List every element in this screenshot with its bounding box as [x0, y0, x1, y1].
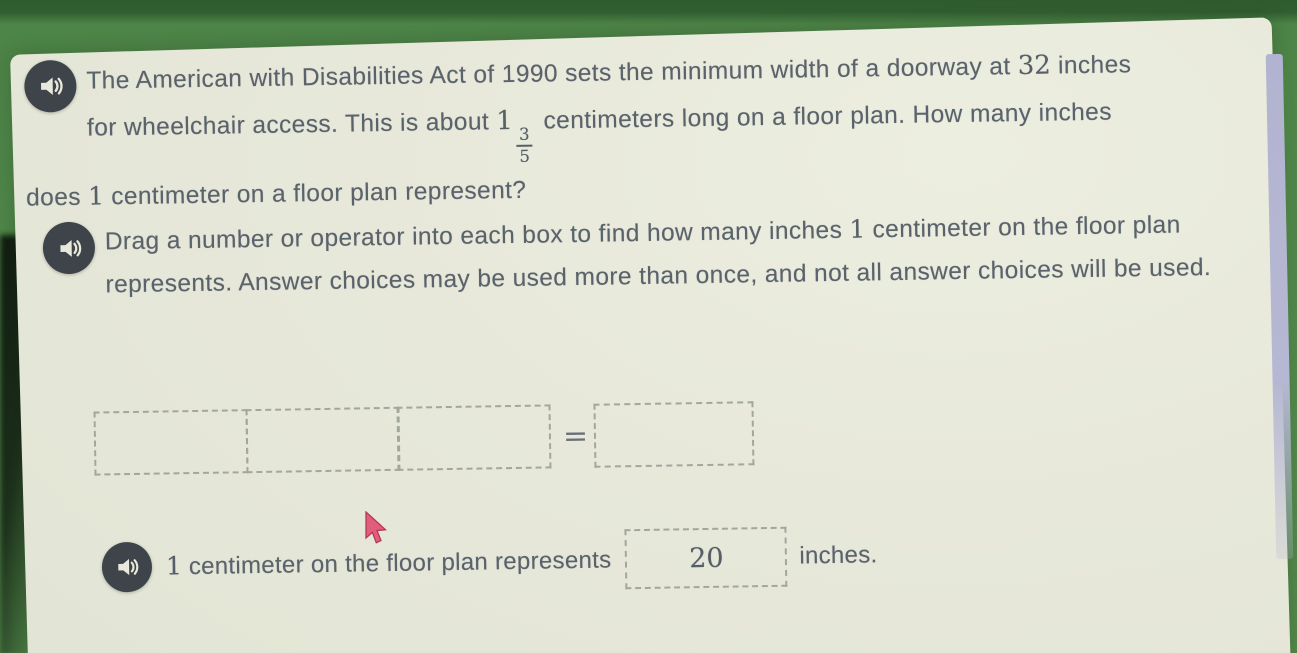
mixed-number-whole: 1 — [496, 105, 514, 137]
number-1: 1 — [87, 181, 105, 211]
drop-box-3[interactable] — [396, 404, 552, 471]
question-panel: The American with Disabilities Act of 19… — [10, 17, 1293, 653]
number-1: 1 — [165, 551, 183, 581]
drop-box-2[interactable] — [244, 406, 400, 474]
fraction-denominator: 5 — [519, 146, 531, 167]
answer-sentence: 1 centimeter on the floor plan represent… — [101, 525, 878, 597]
number-1: 1 — [849, 214, 866, 244]
question-text-block: The American with Disabilities Act of 19… — [23, 41, 1166, 222]
question-content: The American with Disabilities Act of 19… — [14, 27, 1287, 653]
question-part: The American with Disabilities Act of 19… — [86, 53, 1018, 95]
read-aloud-button-instructions[interactable] — [42, 221, 96, 275]
speaker-icon — [59, 239, 81, 257]
instructions-part: Drag a number or operator into each box … — [104, 216, 850, 256]
answer-box[interactable]: 20 — [624, 526, 788, 590]
question-part: centimeter on a floor plan represent? — [103, 177, 527, 211]
speaker-icon — [118, 558, 139, 576]
equation-builder: = — [93, 401, 755, 476]
read-aloud-button-answer[interactable] — [101, 541, 153, 593]
answer-text: 1 centimeter on the floor plan represent… — [166, 544, 612, 581]
drop-box-1[interactable] — [93, 409, 249, 476]
instructions-text-block: Drag a number or operator into each box … — [42, 201, 1249, 307]
answer-part: centimeter on the floor plan represents — [181, 546, 612, 581]
drop-box-result[interactable] — [593, 401, 755, 468]
read-aloud-button-question[interactable] — [23, 59, 77, 113]
fraction-numerator: 3 — [515, 125, 533, 148]
instructions-sentence: Drag a number or operator into each box … — [105, 211, 1212, 298]
answer-suffix: inches. — [799, 541, 878, 570]
number-32: 32 — [1017, 50, 1052, 82]
equals-sign: = — [562, 418, 589, 454]
answer-value-20: 20 — [688, 542, 724, 574]
speaker-icon — [41, 77, 63, 95]
mouse-cursor-icon — [365, 511, 388, 544]
question-sentence: The American with Disabilities Act of 19… — [26, 51, 1132, 212]
